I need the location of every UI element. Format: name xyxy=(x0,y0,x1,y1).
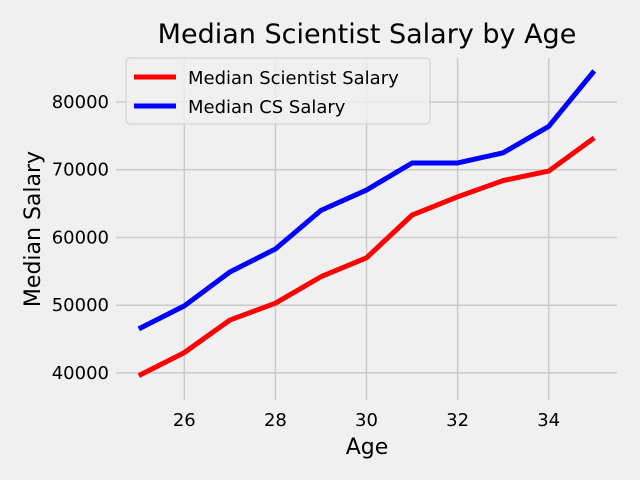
x-axis-label: Age xyxy=(346,435,389,460)
series-line-0 xyxy=(137,135,596,378)
x-tick-label: 28 xyxy=(264,410,287,431)
tick-labels: 26 28 30 32 34 40000 50000 60000 70000 80000 xyxy=(52,92,560,431)
y-axis-label: Median Salary xyxy=(21,151,46,307)
y-tick-label: 40000 xyxy=(52,363,109,384)
legend-label-cs: Median CS Salary xyxy=(188,97,346,118)
x-tick-label: 30 xyxy=(355,410,378,431)
chart-title: Median Scientist Salary by Age xyxy=(158,19,577,50)
y-tick-label: 70000 xyxy=(52,160,109,181)
x-tick-label: 26 xyxy=(173,410,196,431)
legend: Median Scientist Salary Median CS Salary xyxy=(125,57,431,125)
x-tick-label: 32 xyxy=(446,410,469,431)
x-tick-label: 34 xyxy=(537,410,560,431)
series-lines xyxy=(137,69,597,378)
y-tick-label: 80000 xyxy=(52,92,109,113)
legend-box xyxy=(125,57,431,125)
y-tick-label: 50000 xyxy=(52,295,109,316)
series-line-1 xyxy=(137,69,597,332)
legend-label-scientist: Median Scientist Salary xyxy=(188,68,399,89)
y-tick-label: 60000 xyxy=(52,227,109,248)
